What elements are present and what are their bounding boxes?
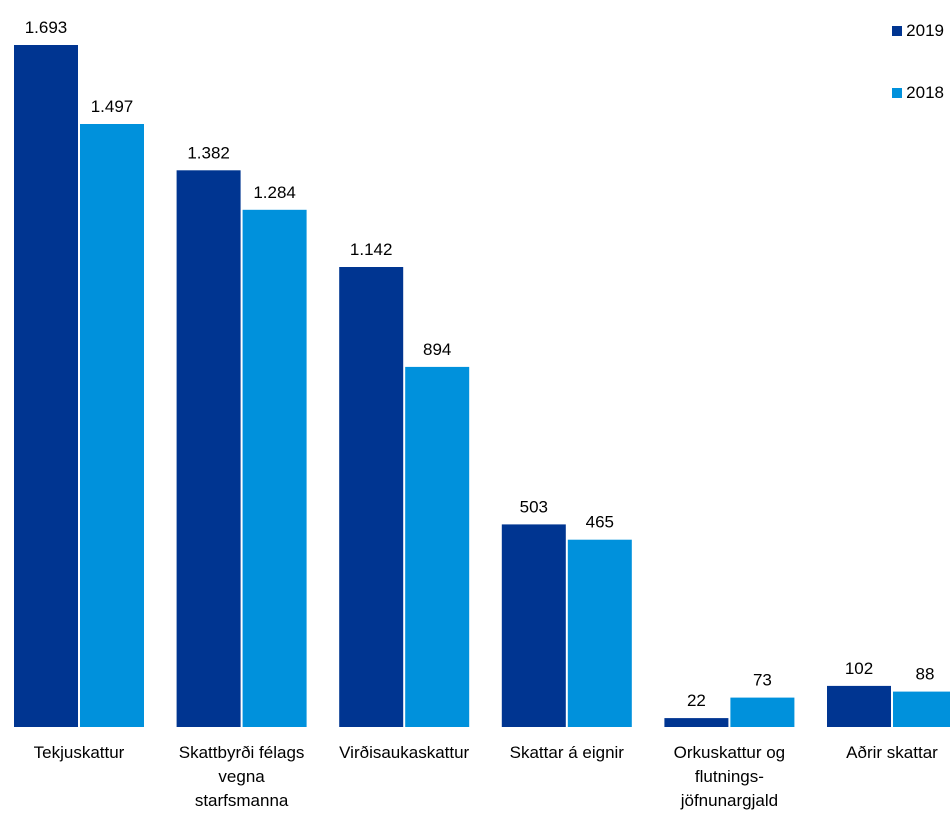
data-label-2018-1: 1.284 — [253, 183, 296, 202]
legend-label-2019: 2019 — [906, 21, 944, 40]
legend-swatch-2019 — [892, 26, 903, 36]
bar-2018-4 — [730, 697, 795, 727]
bar-2019-2 — [339, 267, 404, 727]
bar-2019-0 — [14, 45, 78, 727]
data-label-2018-2: 894 — [423, 340, 451, 359]
legend: 2019 2018 — [892, 20, 944, 144]
legend-swatch-2018 — [892, 88, 903, 98]
category-label-0: Tekjuskattur — [34, 743, 125, 762]
data-label-2018-5: 88 — [916, 665, 935, 684]
bar-2018-0 — [80, 124, 144, 727]
data-label-2018-3: 465 — [586, 513, 614, 532]
legend-item-2018: 2018 — [892, 82, 944, 104]
category-label-3: Skattar á eignir — [510, 743, 625, 762]
category-label-4: Orkuskattur og flutnings-jöfnunargjald — [674, 743, 786, 810]
category-label-1: Skattbyrði félags vegna starfsmanna — [179, 743, 305, 810]
bar-2019-5 — [827, 685, 891, 727]
legend-item-2019: 2019 — [892, 20, 944, 42]
data-label-2019-4: 22 — [687, 691, 706, 710]
bar-2018-5 — [893, 691, 950, 727]
category-label-5: Aðrir skattar — [846, 743, 938, 762]
legend-label-2018: 2018 — [906, 83, 944, 102]
bar-2019-4 — [664, 718, 729, 727]
category-label-2: Virðisaukaskattur — [339, 743, 469, 762]
data-label-2018-4: 73 — [753, 671, 772, 690]
bar-2018-2 — [405, 366, 470, 727]
data-label-2019-3: 503 — [520, 497, 548, 516]
data-label-2019-1: 1.382 — [187, 143, 230, 162]
data-label-2019-2: 1.142 — [350, 240, 393, 259]
bar-2019-1 — [176, 170, 241, 728]
data-label-2019-0: 1.693 — [25, 18, 68, 37]
bar-2018-3 — [567, 539, 632, 727]
bar-2018-1 — [242, 209, 307, 728]
data-label-2018-0: 1.497 — [91, 97, 134, 116]
data-label-2019-5: 102 — [845, 659, 873, 678]
bar-2019-3 — [501, 524, 566, 727]
